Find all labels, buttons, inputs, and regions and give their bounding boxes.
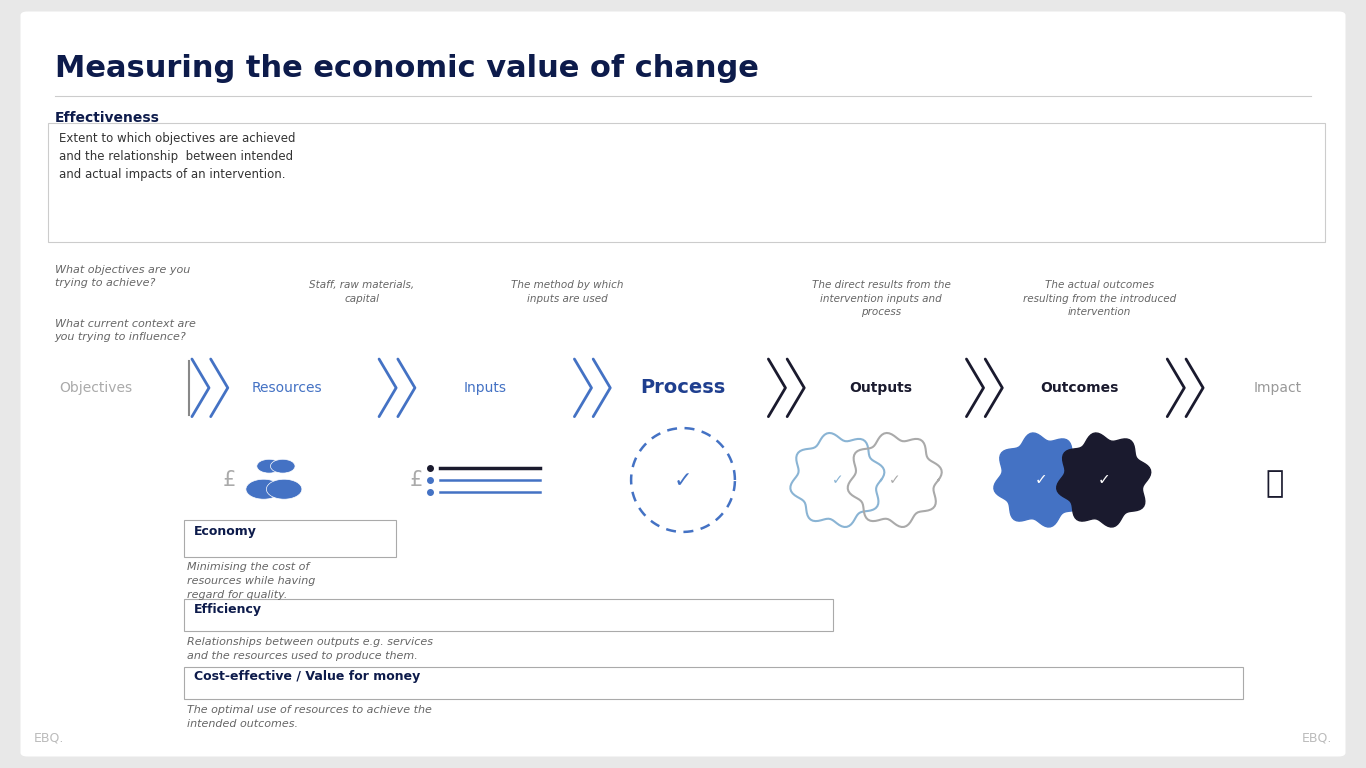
Circle shape: [266, 479, 302, 499]
Text: What objectives are you
trying to achieve?: What objectives are you trying to achiev…: [55, 265, 190, 288]
FancyBboxPatch shape: [184, 520, 396, 557]
Text: Resources: Resources: [251, 381, 322, 395]
Text: Minimising the cost of
resources while having
regard for quality.: Minimising the cost of resources while h…: [187, 562, 316, 600]
Text: Impact: Impact: [1253, 381, 1302, 395]
Text: Relationships between outputs e.g. services
and the resources used to produce th: Relationships between outputs e.g. servi…: [187, 637, 433, 661]
Text: Staff, raw materials,
capital: Staff, raw materials, capital: [310, 280, 414, 303]
Text: ✓: ✓: [673, 472, 693, 492]
Text: The method by which
inputs are used: The method by which inputs are used: [511, 280, 623, 303]
Text: The optimal use of resources to achieve the
intended outcomes.: The optimal use of resources to achieve …: [187, 705, 432, 729]
Text: ✓: ✓: [1097, 472, 1111, 488]
FancyBboxPatch shape: [184, 667, 1243, 699]
Text: Measuring the economic value of change: Measuring the economic value of change: [55, 54, 758, 83]
Text: Cost-effective / Value for money: Cost-effective / Value for money: [194, 670, 421, 684]
Polygon shape: [1057, 433, 1150, 527]
Circle shape: [246, 479, 281, 499]
Text: Effectiveness: Effectiveness: [55, 111, 160, 125]
Text: Efficiency: Efficiency: [194, 603, 262, 616]
Text: Inputs: Inputs: [463, 381, 507, 395]
Text: 🌿: 🌿: [1265, 469, 1284, 498]
Text: EBQ.: EBQ.: [34, 732, 64, 745]
Text: EBQ.: EBQ.: [1302, 732, 1332, 745]
Text: Outputs: Outputs: [850, 381, 912, 395]
Polygon shape: [994, 433, 1087, 527]
Text: £: £: [410, 470, 423, 490]
Text: Economy: Economy: [194, 525, 257, 538]
Text: Process: Process: [641, 379, 725, 397]
FancyBboxPatch shape: [184, 599, 833, 631]
Text: Extent to which objectives are achieved
and the relationship  between intended
a: Extent to which objectives are achieved …: [59, 132, 295, 181]
Text: Objectives: Objectives: [59, 381, 133, 395]
Text: The actual outcomes
resulting from the introduced
intervention: The actual outcomes resulting from the i…: [1023, 280, 1176, 316]
Text: ✓: ✓: [1034, 472, 1048, 488]
Text: The direct results from the
intervention inputs and
process: The direct results from the intervention…: [811, 280, 951, 316]
Text: Outcomes: Outcomes: [1040, 381, 1119, 395]
Text: ✓: ✓: [832, 473, 843, 487]
Text: What current context are
you trying to influence?: What current context are you trying to i…: [55, 319, 195, 342]
Circle shape: [257, 459, 281, 473]
Circle shape: [270, 459, 295, 473]
Text: £: £: [223, 470, 236, 490]
Text: ✓: ✓: [889, 473, 900, 487]
